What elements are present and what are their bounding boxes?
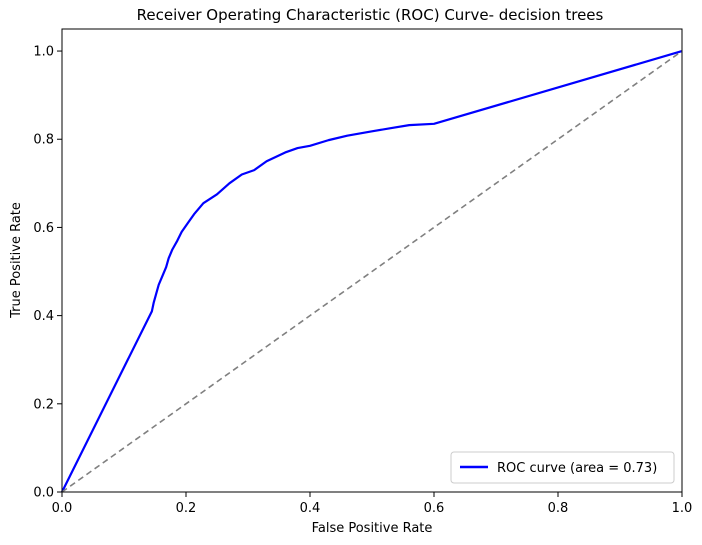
y-tick-label: 1.0: [33, 45, 54, 60]
legend-entry-roc: ROC curve (area = 0.73): [497, 461, 657, 476]
legend: ROC curve (area = 0.73): [450, 451, 675, 484]
y-tick-label: 0.6: [33, 221, 54, 236]
y-tick-label: 0.8: [33, 133, 54, 148]
y-axis-label: True Positive Rate: [9, 202, 24, 319]
x-tick-label: 0.8: [548, 501, 569, 516]
x-tick-label: 1.0: [672, 501, 693, 516]
plot-border: [61, 28, 683, 493]
y-tick-label: 0.4: [33, 309, 54, 324]
diagonal-reference-line: [61, 50, 683, 493]
roc-curve-line: [61, 49, 683, 493]
legend-box: [450, 451, 675, 484]
x-tick-label: 0.2: [176, 501, 197, 516]
x-tick-label: 0.0: [52, 501, 73, 516]
y-axis-ticks: 0.0 0.2 0.4 0.6 0.8 1.0: [33, 45, 62, 501]
x-axis-ticks: 0.0 0.2 0.4 0.6 0.8 1.0: [52, 492, 693, 516]
series-layer: [61, 49, 683, 493]
y-tick-label: 0.2: [33, 397, 54, 412]
x-tick-label: 0.4: [300, 501, 321, 516]
x-axis-label: False Positive Rate: [312, 521, 433, 536]
x-tick-label: 0.6: [424, 501, 445, 516]
plot-frame: [62, 29, 682, 492]
y-tick-label: 0.0: [33, 486, 54, 501]
chart-title: Receiver Operating Characteristic (ROC) …: [137, 6, 604, 24]
